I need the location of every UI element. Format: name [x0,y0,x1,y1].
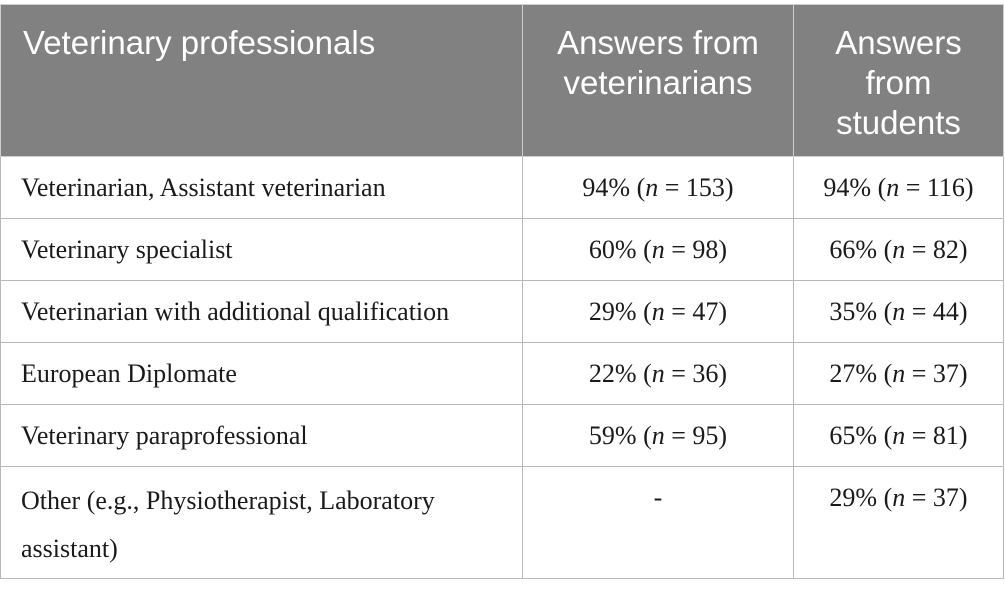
table-row: Other (e.g., Physiotherapist, Laboratory… [0,466,1004,579]
header-students: Answers from students [793,4,1004,157]
row-label: Veterinarian, Assistant veterinarian [0,156,523,219]
table-row: Veterinary specialist 60% (n = 98) 66% (… [0,218,1004,281]
row-label: Veterinary specialist [0,218,523,281]
empty-dash: - [653,483,663,512]
row-label: Veterinary paraprofessional [0,404,523,467]
row-label: European Diplomate [0,342,523,405]
students-value: 29% (n = 37) [793,466,1004,579]
students-value: 27% (n = 37) [793,342,1004,405]
professionals-table: Veterinary professionals Answers from ve… [0,4,1004,579]
table-row: Veterinarian, Assistant veterinarian 94%… [0,156,1004,219]
header-professionals: Veterinary professionals [0,4,523,157]
students-value: 65% (n = 81) [793,404,1004,467]
students-value: 66% (n = 82) [793,218,1004,281]
row-label: Veterinarian with additional qualificati… [0,280,523,343]
students-value: 94% (n = 116) [793,156,1004,219]
vets-value: 59% (n = 95) [522,404,794,467]
header-veterinarians: Answers from veterinarians [522,4,794,157]
vets-value: 94% (n = 153) [522,156,794,219]
row-label: Other (e.g., Physiotherapist, Laboratory… [0,466,523,579]
students-value: 35% (n = 44) [793,280,1004,343]
vets-value: 22% (n = 36) [522,342,794,405]
table-header-row: Veterinary professionals Answers from ve… [0,4,1004,157]
vets-value: 29% (n = 47) [522,280,794,343]
vets-value: - [522,466,794,579]
table-row: European Diplomate 22% (n = 36) 27% (n =… [0,342,1004,405]
table-row: Veterinary paraprofessional 59% (n = 95)… [0,404,1004,467]
table-row: Veterinarian with additional qualificati… [0,280,1004,343]
vets-value: 60% (n = 98) [522,218,794,281]
